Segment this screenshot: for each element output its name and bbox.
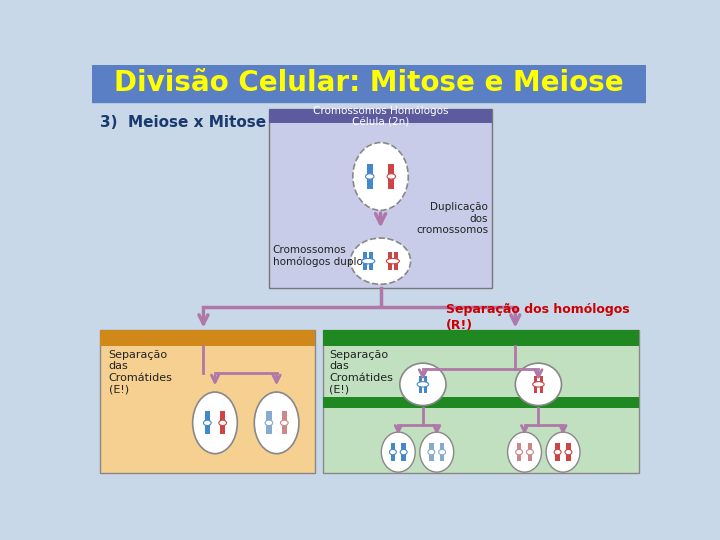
Ellipse shape (219, 420, 227, 426)
Ellipse shape (533, 382, 544, 387)
Ellipse shape (526, 449, 534, 455)
Bar (418, 376, 422, 393)
Bar (323, 397, 639, 408)
Ellipse shape (516, 363, 562, 406)
Text: Cromossomos
homólogos duplos: Cromossomos homólogos duplos (273, 245, 368, 267)
Ellipse shape (265, 420, 273, 426)
Bar (440, 443, 444, 461)
Text: Duplicação
dos
cromossomos: Duplicação dos cromossomos (416, 202, 488, 235)
Ellipse shape (387, 259, 400, 264)
Bar (99, 330, 315, 346)
Text: Separação
das
Cromátides
(E!): Separação das Cromátides (E!) (329, 350, 393, 395)
Ellipse shape (351, 238, 410, 284)
Bar (92, 65, 647, 102)
Ellipse shape (565, 449, 572, 455)
Ellipse shape (508, 432, 541, 472)
Ellipse shape (353, 143, 408, 210)
Bar (528, 443, 532, 461)
Bar (401, 443, 406, 461)
Bar (266, 411, 271, 434)
Bar (388, 252, 392, 271)
Bar (366, 164, 373, 189)
Text: Separação dos homólogos
(R!): Separação dos homólogos (R!) (446, 303, 629, 332)
Bar (282, 411, 287, 434)
Bar (369, 252, 373, 271)
Ellipse shape (400, 449, 407, 455)
Ellipse shape (420, 432, 454, 472)
Bar (204, 411, 210, 434)
Ellipse shape (438, 449, 446, 455)
Bar (534, 376, 537, 393)
Text: Separação
das
Cromátides
(E!): Separação das Cromátides (E!) (109, 350, 173, 395)
Bar (388, 164, 395, 189)
Bar (539, 376, 543, 393)
Text: 3)  Meiose x Mitose: 3) Meiose x Mitose (99, 115, 266, 130)
Bar (424, 376, 427, 393)
Ellipse shape (554, 449, 561, 455)
Bar (269, 110, 492, 123)
Bar (566, 443, 571, 461)
Ellipse shape (400, 363, 446, 406)
Bar (390, 443, 395, 461)
Bar (220, 411, 225, 434)
Ellipse shape (428, 449, 435, 455)
Ellipse shape (193, 392, 238, 454)
Text: Cromossomos Homólogos
Célula (2n): Cromossomos Homólogos Célula (2n) (312, 105, 449, 127)
Ellipse shape (361, 259, 375, 264)
Ellipse shape (390, 449, 396, 455)
Bar (323, 330, 639, 473)
Bar (269, 110, 492, 288)
Bar (555, 443, 560, 461)
Ellipse shape (387, 174, 395, 179)
Ellipse shape (204, 420, 211, 426)
Bar (99, 330, 315, 473)
Ellipse shape (281, 420, 288, 426)
Ellipse shape (366, 174, 374, 179)
Bar (363, 252, 367, 271)
Ellipse shape (382, 432, 415, 472)
Bar (517, 443, 521, 461)
Ellipse shape (254, 392, 299, 454)
Bar (394, 252, 398, 271)
Ellipse shape (516, 449, 523, 455)
Ellipse shape (417, 382, 428, 387)
Text: Divisão Celular: Mitose e Meiose: Divisão Celular: Mitose e Meiose (114, 69, 624, 97)
Ellipse shape (546, 432, 580, 472)
Bar (429, 443, 433, 461)
Bar (323, 330, 639, 346)
